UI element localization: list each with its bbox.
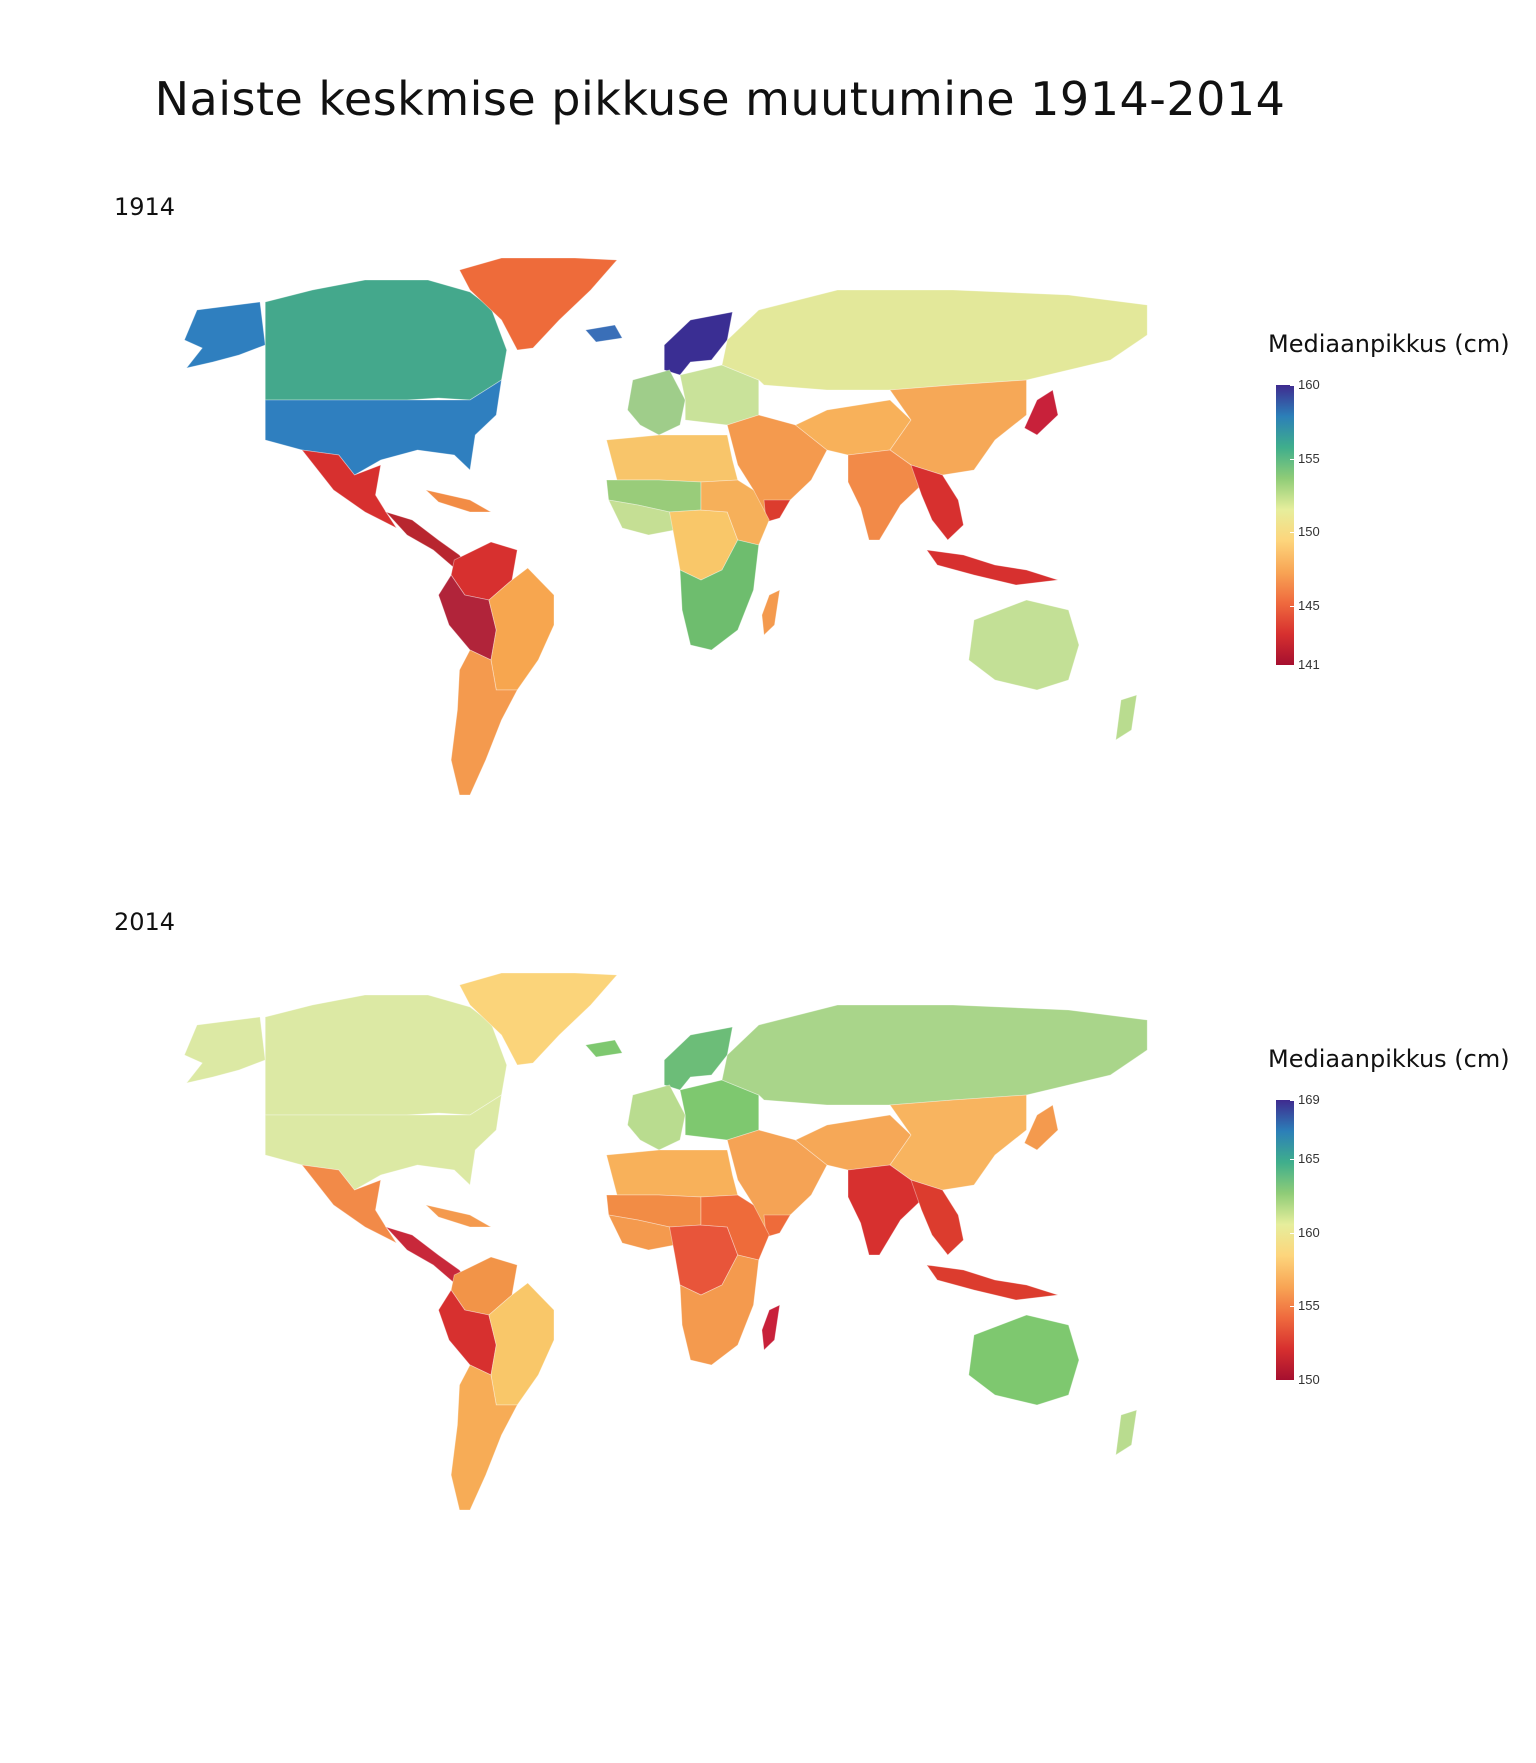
region-china bbox=[889, 1094, 1027, 1191]
region-japan bbox=[1023, 1104, 1059, 1151]
legend-color-bar bbox=[1276, 1100, 1294, 1380]
legend-tick-label: 150 bbox=[1290, 1372, 1320, 1387]
region-australia bbox=[968, 1314, 1080, 1406]
region-brazil bbox=[488, 567, 555, 691]
legend-title: Mediaanpikkus (cm) bbox=[1268, 1045, 1510, 1073]
legend-tick-label: 160 bbox=[1290, 377, 1320, 392]
region-iceland bbox=[584, 1039, 623, 1058]
region-russia bbox=[721, 289, 1148, 391]
legend-tick-label: 145 bbox=[1290, 598, 1320, 614]
legend-tick-label: 155 bbox=[1290, 1298, 1320, 1314]
region-madagascar bbox=[761, 1304, 781, 1351]
region-madagascar bbox=[761, 589, 781, 636]
region-canada bbox=[264, 994, 508, 1116]
region-china bbox=[889, 379, 1027, 476]
region-southern-cone bbox=[450, 1364, 518, 1511]
map-year-label: 2014 bbox=[114, 908, 176, 936]
region-greenland bbox=[458, 972, 618, 1066]
region-australia bbox=[968, 599, 1080, 691]
region-japan bbox=[1023, 389, 1059, 436]
region-west-europe bbox=[627, 369, 686, 436]
legend-1914: Mediaanpikkus (cm) 160 155 150 145 141 bbox=[1268, 330, 1528, 672]
legend-color-bar bbox=[1276, 385, 1294, 665]
region-indonesia bbox=[925, 1264, 1059, 1301]
legend-tick-label: 169 bbox=[1290, 1092, 1320, 1107]
region-india bbox=[847, 449, 928, 541]
region-canada bbox=[264, 279, 508, 401]
region-new-zealand bbox=[1115, 694, 1138, 741]
legend-2014: Mediaanpikkus (cm) 169 165 160 155 150 bbox=[1268, 1045, 1528, 1387]
region-india bbox=[847, 1164, 928, 1256]
region-north-africa bbox=[605, 1149, 739, 1198]
region-southern-africa bbox=[679, 1254, 760, 1366]
region-indonesia bbox=[925, 549, 1059, 586]
region-southern-cone bbox=[450, 649, 518, 796]
map-panel-1914: 1914 Mediaanpikkus (cm) 160 155 150 145 141 bbox=[0, 185, 1536, 885]
map-panel-2014: 2014 Mediaanpikkus (cm) 169 165 160 155 150 bbox=[0, 900, 1536, 1600]
legend-tick-label: 160 bbox=[1290, 1224, 1320, 1240]
region-west-europe bbox=[627, 1084, 686, 1151]
region-brazil bbox=[488, 1282, 555, 1406]
region-iceland bbox=[584, 324, 623, 343]
region-new-zealand bbox=[1115, 1409, 1138, 1456]
region-southeast-asia bbox=[910, 464, 964, 541]
legend-title: Mediaanpikkus (cm) bbox=[1268, 330, 1510, 358]
page-title: Naiste keskmise pikkuse muutumine 1914-2… bbox=[154, 72, 1286, 126]
legend-tick-label: 155 bbox=[1290, 450, 1320, 466]
region-alaska bbox=[183, 301, 266, 369]
region-southeast-asia bbox=[910, 1179, 964, 1256]
legend-tick-label: 165 bbox=[1290, 1150, 1320, 1166]
region-southern-africa bbox=[679, 539, 760, 651]
region-caribbean bbox=[424, 1204, 493, 1228]
world-map-2014 bbox=[183, 972, 1148, 1511]
legend-tick-label: 150 bbox=[1290, 524, 1320, 540]
region-alaska bbox=[183, 1016, 266, 1084]
legend-tick-label: 141 bbox=[1290, 657, 1320, 672]
region-north-africa bbox=[605, 434, 739, 483]
region-russia bbox=[721, 1004, 1148, 1106]
world-map-1914 bbox=[183, 257, 1148, 796]
region-caribbean bbox=[424, 489, 493, 513]
map-year-label: 1914 bbox=[114, 193, 176, 221]
region-greenland bbox=[458, 257, 618, 351]
